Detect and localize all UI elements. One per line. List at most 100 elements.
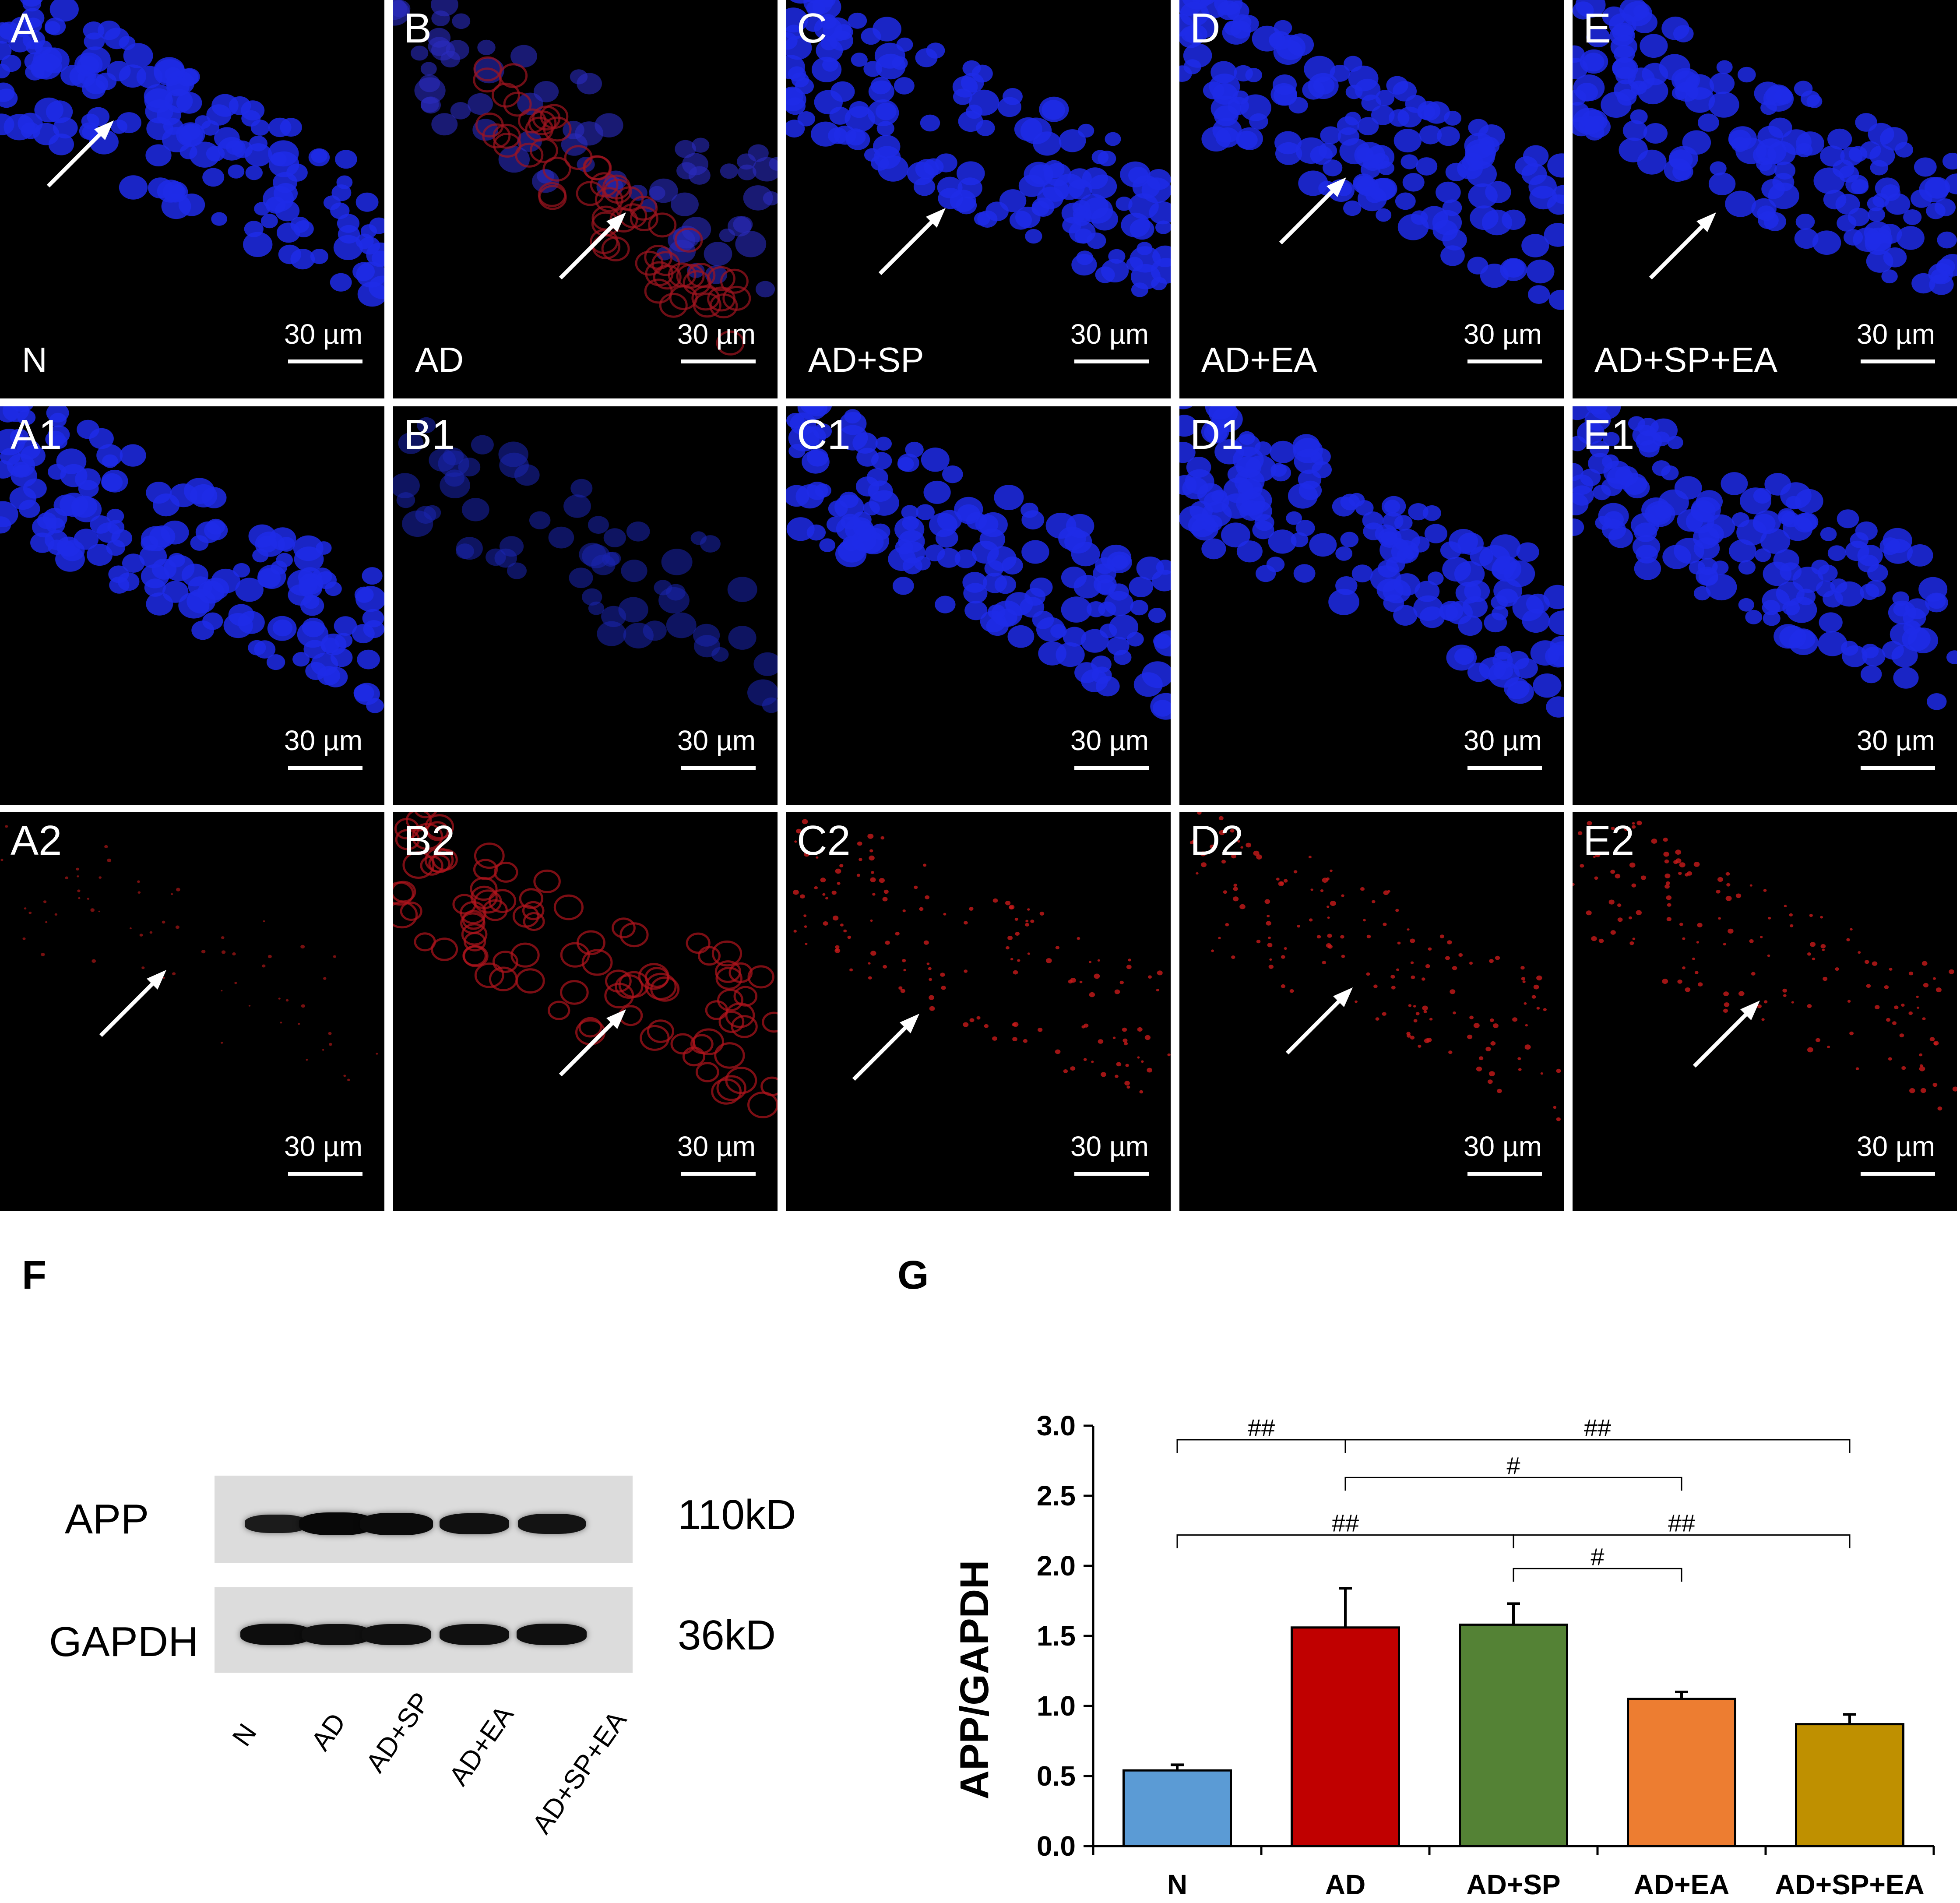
significance-bracket <box>1513 1534 1851 1548</box>
arrow-icon <box>878 208 946 275</box>
arrow-icon <box>1279 177 1346 245</box>
scale-bar <box>1861 1172 1935 1176</box>
group-label: AD+SP <box>808 340 924 379</box>
scale-bar-label: 30 µm <box>1856 725 1935 756</box>
scale-bar <box>1074 1172 1149 1176</box>
bar-ad-sp <box>1459 1623 1568 1847</box>
panel-label-f: F <box>22 1253 47 1297</box>
scale-bar-label: 30 µm <box>1070 318 1149 350</box>
bar-ad <box>1291 1626 1400 1847</box>
arrow-icon <box>99 970 166 1037</box>
protein-label: GAPDH <box>49 1618 199 1665</box>
micrograph-e: E AD+SP+EA 30 µm <box>1573 0 1957 398</box>
panel-label: E <box>1583 5 1612 52</box>
significance-label: # <box>1591 1543 1604 1570</box>
panel-label: B2 <box>404 817 455 864</box>
blot-band <box>516 1624 587 1645</box>
bar-n <box>1123 1769 1232 1847</box>
significance-bracket <box>1176 1534 1514 1548</box>
panel-label: C <box>797 5 827 52</box>
scale-bar <box>1074 359 1149 363</box>
panel-label: A1 <box>11 411 62 458</box>
arrow-icon <box>852 1014 919 1081</box>
scale-bar <box>1074 766 1149 770</box>
lane-label: AD <box>305 1708 352 1756</box>
blot-strip-gapdh <box>215 1587 633 1673</box>
significance-label: ## <box>1668 1509 1695 1537</box>
scale-bar-label: 30 µm <box>284 318 362 350</box>
y-tick-label: 0.0 <box>1037 1830 1076 1862</box>
arrow-icon <box>559 1009 626 1077</box>
arrow-icon <box>559 212 626 280</box>
panel-label: E2 <box>1583 817 1635 864</box>
x-category-label: AD+SP <box>1466 1869 1560 1900</box>
scale-bar-label: 30 µm <box>1463 318 1542 350</box>
micrograph-texture <box>0 406 384 713</box>
y-tick-label: 1.5 <box>1037 1620 1076 1652</box>
blot-band <box>244 1515 307 1533</box>
micrograph-texture <box>393 812 778 1118</box>
significance-label: # <box>1506 1452 1520 1479</box>
bar-ad-ea <box>1627 1698 1736 1847</box>
scale-bar <box>1467 1172 1542 1176</box>
micrograph-d: D AD+EA 30 µm <box>1179 0 1564 398</box>
significance-bracket <box>1344 1477 1682 1491</box>
scale-bar <box>288 766 362 770</box>
scale-bar-label: 30 µm <box>1070 1131 1149 1162</box>
panel-label: D1 <box>1190 411 1244 458</box>
panel-label: B <box>404 5 432 52</box>
scale-bar <box>1467 766 1542 770</box>
panel-label: A2 <box>11 817 62 864</box>
micrograph-texture <box>0 0 384 307</box>
molecular-weight-label: 110kD <box>678 1491 796 1538</box>
arrow-icon <box>46 120 114 188</box>
panel-label: C1 <box>797 411 851 458</box>
panel-label-g: G <box>897 1253 929 1297</box>
group-label: N <box>22 340 47 379</box>
x-category-label: AD+SP+EA <box>1775 1869 1924 1900</box>
scale-bar-label: 30 µm <box>1463 1131 1542 1162</box>
scale-bar-label: 30 µm <box>284 1131 362 1162</box>
micrograph-a: A N 30 µm <box>0 0 384 398</box>
micrograph-texture <box>793 819 1171 1094</box>
y-tick-label: 2.0 <box>1037 1550 1076 1582</box>
significance-bracket <box>1176 1439 1346 1453</box>
blot-band <box>359 1512 433 1535</box>
micrograph-texture <box>786 406 1171 720</box>
x-category-label: N <box>1167 1869 1187 1900</box>
bar-ad-sp-ea <box>1795 1723 1904 1847</box>
scale-bar <box>1467 359 1542 363</box>
significance-bracket <box>1513 1568 1682 1582</box>
significance-label: ## <box>1248 1414 1275 1441</box>
significance-label: ## <box>1332 1509 1359 1537</box>
lane-label: N <box>226 1718 263 1752</box>
significance-label: ## <box>1584 1414 1611 1441</box>
scale-bar-label: 30 µm <box>677 1131 756 1162</box>
micrograph-texture <box>393 417 778 713</box>
lane-label: AD+EA <box>443 1700 520 1791</box>
micrograph-texture <box>1573 0 1957 295</box>
micrograph-a2: A2 30 µm <box>0 812 384 1211</box>
panel-label: E1 <box>1583 411 1635 458</box>
arrow-icon <box>1649 212 1716 280</box>
scale-bar <box>288 359 362 363</box>
group-label: AD+SP+EA <box>1594 340 1778 379</box>
panel-label: A <box>11 5 39 52</box>
micrograph-e1: E1 30 µm <box>1573 406 1957 805</box>
micrograph-c: C AD+SP 30 µm <box>786 0 1171 398</box>
x-category-label: AD <box>1325 1869 1365 1900</box>
micrograph-b2: B2 30 µm <box>393 812 778 1211</box>
scale-bar-label: 30 µm <box>1856 318 1935 350</box>
significance-bracket <box>1344 1439 1851 1453</box>
micrograph-texture <box>786 0 1171 297</box>
molecular-weight-label: 36kD <box>678 1612 776 1659</box>
scale-bar-label: 30 µm <box>1856 1131 1935 1162</box>
blot-band <box>240 1623 312 1646</box>
micrograph-texture <box>393 0 778 356</box>
bar-chart: 0.0 0.5 1.0 1.5 2.0 2.5 3.0 N AD AD+SP AD+EA AD+SP+… <box>952 1410 1935 1900</box>
blot-band <box>301 1624 371 1645</box>
y-tick-label: 3.0 <box>1037 1410 1076 1441</box>
y-axis-label: APP/GAPDH <box>952 1560 997 1800</box>
scale-bar <box>1861 359 1935 363</box>
panel-label: D <box>1190 5 1221 52</box>
